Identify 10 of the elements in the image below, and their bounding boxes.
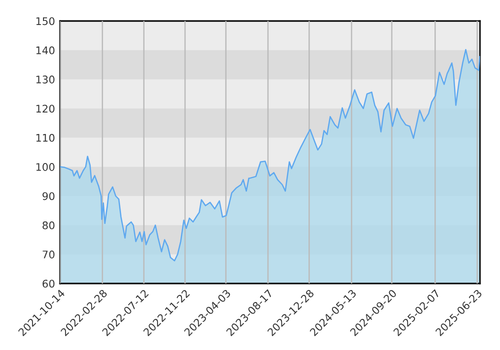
y-tick-label: 90 <box>42 192 54 200</box>
y-tick-label: 60 <box>42 280 54 288</box>
y-tick-label: 150 <box>36 17 54 26</box>
y-tick-label: 130 <box>36 76 54 84</box>
y-tick-label: 100 <box>36 163 54 171</box>
y-tick-label: 110 <box>36 134 54 142</box>
y-tick-label: 120 <box>36 104 54 113</box>
y-tick-label: 140 <box>36 46 54 54</box>
y-tick-label: 80 <box>42 221 54 230</box>
y-tick-label: 70 <box>42 250 54 258</box>
